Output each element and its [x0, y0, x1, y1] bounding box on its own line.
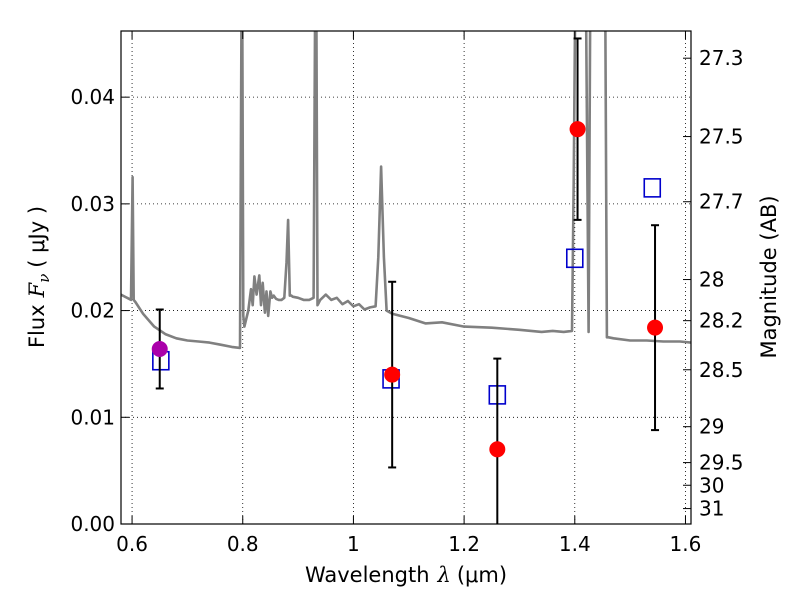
x-tick-label: 1	[347, 532, 360, 556]
observed-optical-point	[151, 340, 168, 357]
y-axis-label-text: Flux	[25, 304, 49, 348]
model-bandpass-point	[643, 178, 662, 198]
y2-tick-label: 31	[699, 497, 724, 521]
axis-ticks: 0.6 0.8 1 1.2 1.4 1.6 0.00 0.01 0.02 0.03 0.04 27.3…	[70, 31, 744, 556]
model-bandpass-point	[565, 248, 584, 269]
y2-tick-label: 28	[699, 268, 724, 292]
observed-point	[647, 319, 664, 336]
y2-tick-label: 28.5	[699, 358, 744, 382]
y-tick-label: 0.04	[70, 85, 115, 109]
y-axis-symbol: F	[25, 281, 49, 298]
y2-tick-label: 29	[699, 415, 724, 439]
y-tick-label: 0.02	[70, 299, 115, 323]
y2-tick-label: 27.7	[699, 190, 744, 214]
y-axis-subscript: ν	[35, 274, 53, 283]
y2-axis-label: Magnitude (AB)	[757, 195, 781, 358]
plot-background	[121, 31, 691, 524]
y2-tick-label: 27.5	[699, 125, 744, 149]
y2-tick-label: 28.2	[699, 309, 744, 333]
observed-point	[489, 441, 506, 458]
x-tick-label: 1.4	[559, 532, 591, 556]
x-tick-label: 1.2	[448, 532, 480, 556]
model-sed-layer	[121, 31, 691, 350]
observed-point	[384, 366, 401, 383]
x-axis-label-text: Wavelength	[305, 563, 430, 587]
x-axis-symbol: λ	[437, 563, 451, 587]
y-axis-label: Flux Fν ( μJy )	[25, 206, 53, 348]
x-tick-label: 0.6	[116, 532, 148, 556]
observed-points-layer	[151, 121, 664, 458]
y-tick-label: 0.03	[70, 192, 115, 216]
plot-frame	[120, 30, 692, 525]
y2-tick-label: 27.3	[699, 46, 744, 70]
x-axis-unit: (μm)	[457, 563, 507, 587]
y-tick-label: 0.01	[70, 405, 115, 429]
x-axis-label: Wavelength λ (μm)	[305, 563, 507, 587]
y2-tick-label: 29.5	[699, 451, 744, 475]
x-tick-label: 1.6	[670, 532, 702, 556]
model-sed-line	[121, 31, 691, 350]
y-axis-unit: ( μJy )	[25, 206, 49, 268]
observed-point	[569, 121, 586, 138]
y2-tick-label: 30	[699, 473, 724, 497]
y-tick-label: 0.00	[70, 512, 115, 536]
x-tick-label: 0.8	[227, 532, 259, 556]
